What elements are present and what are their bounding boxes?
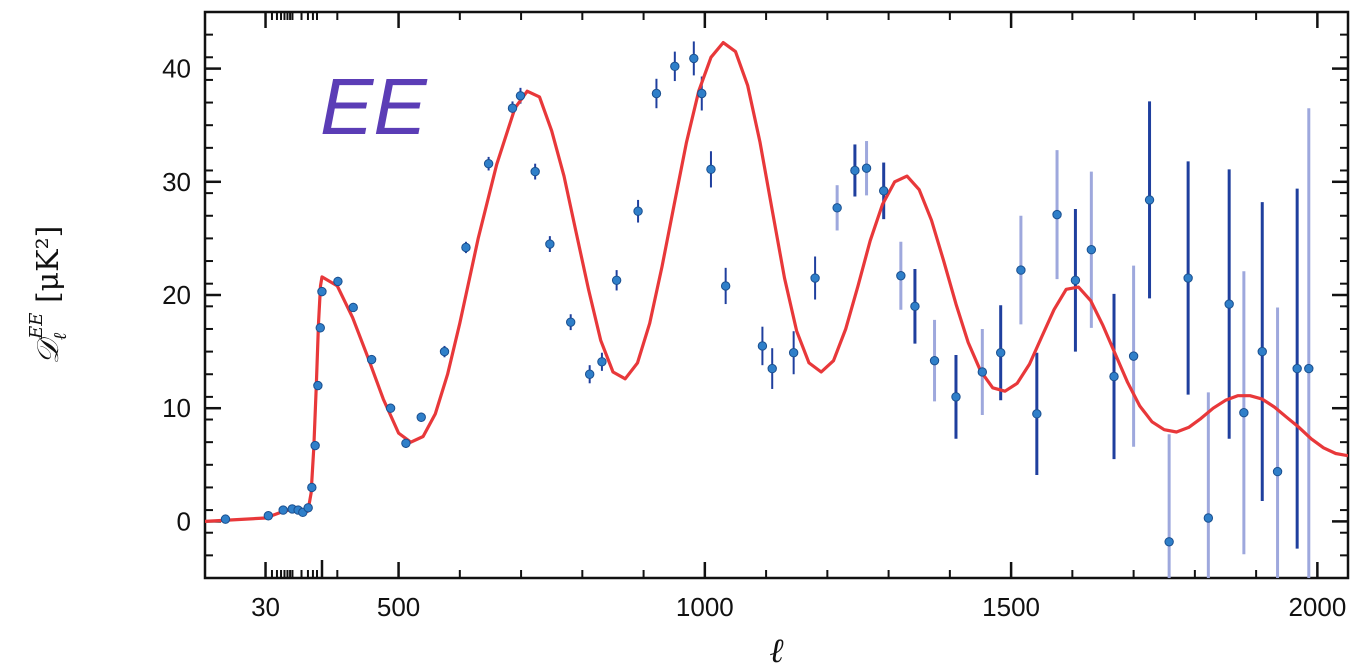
data-point <box>385 403 396 413</box>
data-point <box>951 392 961 402</box>
x-tick-label: 2000 <box>1288 592 1346 622</box>
data-point <box>1052 209 1062 220</box>
data-point <box>810 273 820 283</box>
data-point <box>333 276 343 287</box>
data-point <box>530 166 540 177</box>
data-point <box>220 514 231 524</box>
data-point <box>313 380 323 391</box>
data-point <box>611 275 622 285</box>
y-tick-label: 20 <box>162 280 191 310</box>
data-point <box>439 346 450 357</box>
data-point <box>910 301 920 312</box>
data-point <box>788 348 799 358</box>
data-point <box>317 286 327 297</box>
data-point <box>545 239 555 249</box>
y-axis-label-superscript: EE <box>26 313 47 340</box>
data-point <box>861 163 872 173</box>
data-point <box>565 317 576 327</box>
data-point <box>515 91 526 101</box>
data-point <box>757 341 768 351</box>
data-point <box>697 88 707 99</box>
data-point <box>706 164 716 175</box>
data-point <box>1144 195 1155 205</box>
data-point <box>1109 371 1119 382</box>
y-tick-label: 0 <box>177 506 191 536</box>
data-point <box>1070 275 1081 285</box>
data-point <box>1032 409 1042 419</box>
data-point <box>1224 299 1234 309</box>
y-tick-label: 10 <box>162 393 191 423</box>
data-point <box>1128 351 1139 361</box>
data-point <box>1257 346 1267 357</box>
x-tick-label: 30 <box>251 592 280 622</box>
x-tick-label: 500 <box>377 592 420 622</box>
data-point <box>366 354 377 365</box>
data-point <box>307 482 317 493</box>
data-point <box>1272 466 1283 477</box>
data-point <box>767 363 777 374</box>
data-point <box>1086 245 1097 255</box>
data-point <box>1183 273 1193 283</box>
data-point <box>1304 363 1314 374</box>
data-point <box>315 323 325 333</box>
data-point <box>1016 265 1026 275</box>
data-point <box>670 61 680 72</box>
data-point <box>401 438 411 448</box>
data-point <box>1203 513 1214 523</box>
data-point <box>850 165 860 176</box>
data-point <box>597 357 607 367</box>
y-tick-label: 30 <box>162 167 191 197</box>
data-point <box>977 367 988 377</box>
data-point <box>995 348 1006 358</box>
data-point <box>1239 408 1249 418</box>
data-point <box>310 440 320 451</box>
x-tick-label: 1500 <box>982 592 1040 622</box>
panel-label: EE <box>320 62 428 151</box>
data-point <box>633 206 643 216</box>
data-point <box>461 242 471 253</box>
data-point <box>303 503 313 513</box>
data-layer <box>205 41 1348 578</box>
model-curve <box>205 41 1348 523</box>
data-point <box>584 369 595 379</box>
data-point <box>896 271 906 281</box>
data-point <box>832 203 842 213</box>
y-axis-label: 𝒟ℓEE [μK²] <box>26 226 71 365</box>
data-point <box>348 302 358 313</box>
data-point <box>878 186 889 196</box>
y-tick-label: 40 <box>162 54 191 84</box>
data-point <box>929 355 940 366</box>
data-point <box>507 103 518 113</box>
x-tick-label: 1000 <box>676 592 734 622</box>
data-point <box>278 505 288 515</box>
data-point <box>689 53 699 64</box>
y-axis-label-unit: [μK²] <box>31 226 66 313</box>
data-point <box>416 412 426 422</box>
data-point <box>1164 537 1174 547</box>
plot-area: 30 500 1000 1500 2000 0 10 20 30 40 <box>162 10 1350 622</box>
y-axis-label-subscript: ℓ <box>50 332 71 340</box>
data-point <box>263 511 274 521</box>
data-point <box>483 158 494 169</box>
data-point <box>1292 363 1302 374</box>
x-axis-label: ℓ <box>769 631 783 670</box>
data-point <box>651 88 662 99</box>
data-point <box>720 281 731 291</box>
